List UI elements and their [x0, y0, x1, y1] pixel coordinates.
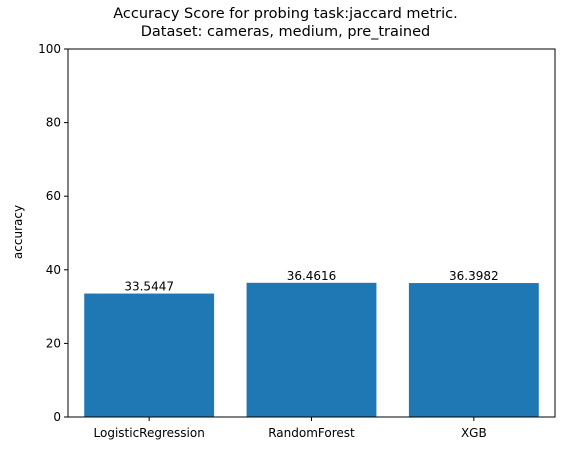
axes-layer: LogisticRegression RandomForest XGB 0 20 40 60… — [38, 42, 556, 440]
bars-layer: 33.5447 36.4616 36.3982 — [84, 269, 539, 417]
y-tick-label: 80 — [46, 116, 61, 130]
y-tick-label: 40 — [46, 263, 61, 277]
bar-value-label: 36.4616 — [287, 269, 337, 283]
bar-LogisticRegression — [84, 293, 215, 417]
y-tick-label: 0 — [53, 410, 61, 424]
chart-title-line-1: Accuracy Score for probing task:jaccard … — [113, 6, 458, 22]
x-tick-label: RandomForest — [268, 426, 355, 440]
y-tick-label: 100 — [38, 42, 61, 56]
y-tick-label: 60 — [46, 189, 61, 203]
y-tick-label: 20 — [46, 336, 61, 350]
axes-frame — [67, 48, 556, 418]
bar-value-label: 36.3982 — [449, 269, 499, 283]
y-axis-label: accuracy — [11, 205, 25, 259]
x-tick-label: LogisticRegression — [94, 426, 205, 440]
bar-value-label: 33.5447 — [124, 280, 174, 294]
chart-title-line-2: Dataset: cameras, medium, pre_trained — [140, 24, 431, 40]
bar-RandomForest — [246, 282, 377, 417]
bar-XGB — [408, 283, 539, 417]
x-tick-label: XGB — [461, 426, 487, 440]
